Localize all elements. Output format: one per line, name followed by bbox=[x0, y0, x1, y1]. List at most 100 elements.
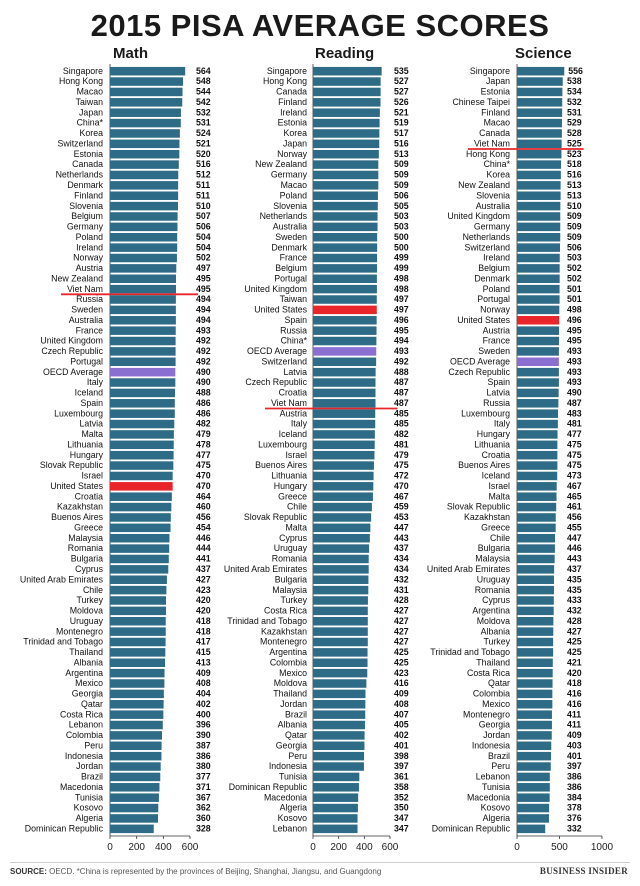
science-value-label: 510 bbox=[567, 201, 582, 211]
math-value-label: 437 bbox=[196, 564, 211, 574]
math-bar bbox=[110, 606, 166, 616]
math-category-label: Iceland bbox=[75, 388, 103, 398]
reading-bar bbox=[313, 222, 378, 232]
math-category-label: Korea bbox=[80, 128, 104, 138]
science-value-label: 421 bbox=[567, 657, 582, 667]
math-bar bbox=[110, 658, 166, 668]
reading-value-label: 535 bbox=[394, 66, 409, 76]
reading-category-label: Kazakhstan bbox=[261, 626, 307, 636]
math-value-label: 511 bbox=[196, 180, 210, 190]
reading-bar bbox=[313, 793, 359, 802]
reading-value-label: 434 bbox=[394, 564, 409, 574]
math-category-label: New Zealand bbox=[51, 273, 103, 283]
math-category-label: Singapore bbox=[63, 66, 103, 76]
math-value-label: 446 bbox=[196, 533, 211, 543]
science-category-label: Cyprus bbox=[482, 595, 510, 605]
reading-category-label: Algeria bbox=[280, 803, 307, 813]
science-bar bbox=[517, 533, 555, 543]
math-bar bbox=[110, 295, 176, 304]
math-value-label: 479 bbox=[196, 429, 211, 439]
science-value-label: 416 bbox=[567, 699, 582, 709]
reading-category-label: Latvia bbox=[284, 367, 308, 377]
science-bar bbox=[517, 783, 550, 792]
math-bar bbox=[110, 492, 172, 501]
reading-category-label: Qatar bbox=[285, 730, 307, 740]
science-value-label: 513 bbox=[567, 180, 582, 190]
math-bar bbox=[110, 160, 179, 169]
science-bar bbox=[517, 378, 559, 387]
reading-category-label: Canada bbox=[276, 87, 307, 97]
reading-bar bbox=[313, 803, 358, 813]
science-bar bbox=[517, 565, 555, 574]
math-value-label: 360 bbox=[196, 813, 211, 823]
science-category-label: Austria bbox=[483, 325, 510, 335]
math-value-label: 490 bbox=[196, 367, 211, 377]
reading-category-label: Kosovo bbox=[278, 813, 307, 823]
science-value-label: 461 bbox=[567, 502, 582, 512]
math-value-label: 494 bbox=[196, 315, 211, 325]
reading-category-label: Buenos Aires bbox=[255, 460, 307, 470]
reading-bar bbox=[313, 347, 377, 356]
science-bar bbox=[517, 585, 554, 595]
math-value-label: 423 bbox=[196, 585, 211, 595]
reading-value-label: 453 bbox=[394, 512, 409, 522]
reading-category-label: Italy bbox=[291, 419, 308, 429]
math-bar bbox=[110, 388, 176, 398]
science-value-label: 443 bbox=[567, 554, 582, 564]
reading-value-label: 358 bbox=[394, 782, 409, 792]
reading-value-label: 352 bbox=[394, 792, 409, 802]
reading-category-label: Malta bbox=[285, 522, 307, 532]
math-bar bbox=[110, 461, 174, 470]
math-value-label: 504 bbox=[196, 232, 211, 242]
reading-bar bbox=[313, 616, 368, 626]
math-value-label: 564 bbox=[196, 66, 211, 76]
science-value-label: 378 bbox=[567, 803, 582, 813]
reading-bar bbox=[313, 544, 370, 553]
science-category-label: Peru bbox=[491, 761, 510, 771]
math-category-label: Kosovo bbox=[74, 803, 103, 813]
reading-category-label: Albania bbox=[278, 720, 307, 730]
reading-category-label: Switzerland bbox=[262, 356, 308, 366]
reading-category-label: Romania bbox=[272, 554, 307, 564]
reading-value-label: 498 bbox=[394, 284, 409, 294]
science-value-label: 493 bbox=[567, 346, 582, 356]
math-value-label: 488 bbox=[196, 388, 211, 398]
math-value-label: 444 bbox=[196, 543, 211, 553]
math-value-label: 492 bbox=[196, 356, 211, 366]
science-bar bbox=[517, 616, 554, 626]
reading-value-label: 517 bbox=[394, 128, 409, 138]
reading-bar bbox=[313, 741, 365, 751]
reading-value-label: 521 bbox=[394, 107, 409, 117]
reading-category-label: United Kingdom bbox=[244, 284, 307, 294]
reading-tick-label: 600 bbox=[382, 842, 399, 853]
math-category-label: Israel bbox=[81, 471, 103, 481]
science-value-label: 516 bbox=[567, 170, 582, 180]
math-category-label: Hong Kong bbox=[59, 76, 103, 86]
math-value-label: 531 bbox=[196, 118, 211, 128]
reading-category-label: France bbox=[280, 253, 307, 263]
math-bar bbox=[110, 700, 164, 709]
science-bar bbox=[517, 502, 557, 512]
reading-value-label: 500 bbox=[394, 232, 409, 242]
science-category-label: Dominican Republic bbox=[432, 823, 511, 833]
reading-bar bbox=[313, 66, 382, 76]
science-bar bbox=[517, 129, 562, 138]
reading-bar bbox=[313, 139, 380, 149]
science-category-label: Buenos Aires bbox=[458, 460, 510, 470]
reading-value-label: 505 bbox=[394, 201, 409, 211]
reading-category-label: Russia bbox=[280, 325, 307, 335]
math-bar bbox=[110, 814, 158, 823]
science-category-label: Poland bbox=[483, 284, 510, 294]
math-value-label: 516 bbox=[196, 159, 211, 169]
science-category-label: Germany bbox=[474, 222, 511, 232]
math-bar bbox=[110, 450, 174, 460]
science-value-label: 435 bbox=[567, 585, 582, 595]
math-value-label: 454 bbox=[196, 522, 211, 532]
science-category-label: Turkey bbox=[483, 637, 510, 647]
reading-value-label: 425 bbox=[394, 657, 409, 667]
reading-value-label: 481 bbox=[394, 439, 409, 449]
science-bar bbox=[517, 824, 546, 834]
reading-bar bbox=[313, 212, 378, 221]
math-category-label: Norway bbox=[73, 253, 103, 263]
science-value-label: 493 bbox=[567, 367, 582, 377]
